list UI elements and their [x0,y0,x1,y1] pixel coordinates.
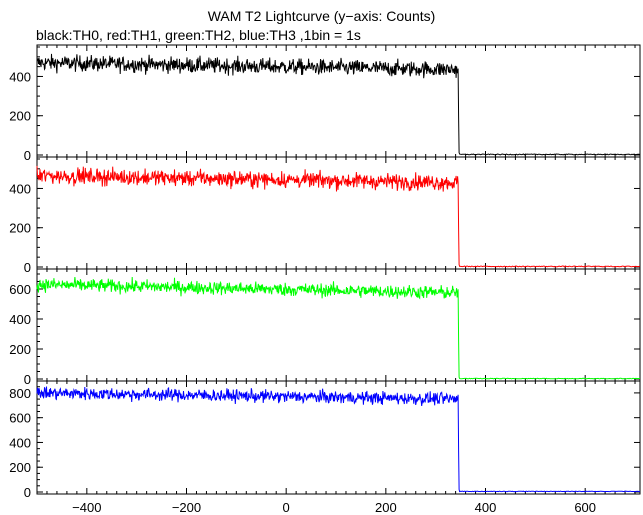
y-tick-label-TH0: 0 [24,148,31,163]
y-tick-label-TH0: 400 [9,69,31,84]
y-tick-label-TH3: 200 [9,460,31,475]
x-tick-label: −200 [172,500,201,515]
y-tick-label-TH0: 200 [9,109,31,124]
x-tick-label: 0 [283,500,290,515]
panel-frame-TH3 [36,380,641,495]
chart-subtitle: black:TH0, red:TH1, green:TH2, blue:TH3 … [36,27,361,43]
x-tick-label: 400 [475,500,497,515]
x-tick-label: 200 [375,500,397,515]
series-line-TH3 [36,386,641,493]
y-tick-label-TH2: 200 [9,342,31,357]
y-tick-label-TH1: 400 [9,181,31,196]
y-tick-label-TH1: 200 [9,221,31,236]
y-tick-label-TH2: 400 [9,312,31,327]
y-tick-label-TH3: 0 [24,485,31,500]
series-line-TH1 [36,165,641,268]
series-line-TH2 [36,276,640,380]
y-tick-label-TH1: 0 [24,260,31,275]
y-tick-label-TH3: 600 [9,411,31,426]
x-tick-label: −400 [72,500,101,515]
x-tick-label: 600 [574,500,596,515]
series-line-TH0 [36,53,641,156]
y-tick-label-TH2: 0 [24,372,31,387]
panel-frame-TH1 [36,156,641,270]
chart-title: WAM T2 Lightcurve (y−axis: Counts) [207,8,436,24]
y-tick-label-TH3: 400 [9,435,31,450]
y-tick-label-TH3: 800 [9,386,31,401]
y-tick-label-TH2: 600 [9,282,31,297]
